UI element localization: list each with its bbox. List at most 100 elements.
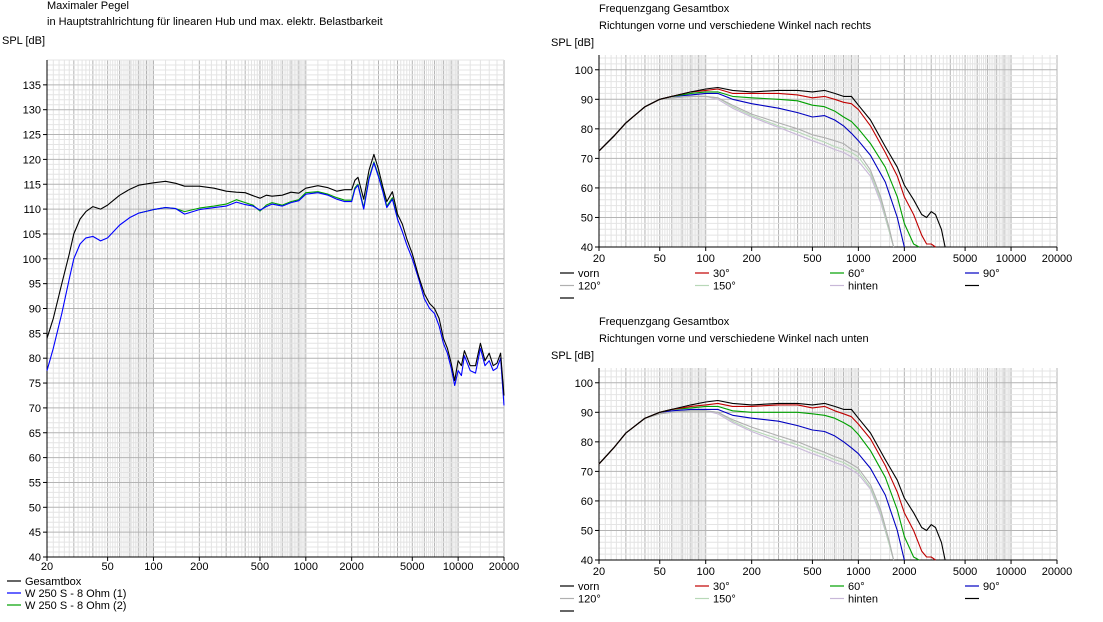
y-tick-label: 50	[581, 212, 593, 224]
y-tick-label: 70	[581, 153, 593, 165]
legend-label: W 250 S - 8 Ohm (2)	[25, 600, 126, 612]
x-tick-label: 2000	[892, 253, 916, 265]
y-tick-label: 95	[29, 279, 41, 291]
y-tick-label: 70	[29, 403, 41, 415]
legend-label: 150°	[713, 594, 736, 606]
legend-label: Gesamtbox	[25, 576, 82, 588]
x-tick-label: 100	[697, 253, 715, 265]
chart-1: Maximaler Pegel in Hauptstrahlrichtung fü…	[2, 0, 519, 612]
x-tick-label: 20	[593, 253, 605, 265]
y-tick-label: 80	[581, 124, 593, 136]
y-tick-label: 110	[23, 204, 41, 216]
y-tick-label: 60	[581, 183, 593, 195]
y-tick-label: 75	[29, 378, 41, 390]
legend-label: 30°	[713, 268, 730, 280]
x-tick-label: 500	[803, 566, 821, 578]
y-tick-label: 100	[575, 378, 593, 390]
y-axis-label: SPL [dB]	[551, 350, 594, 362]
x-tick-label: 500	[803, 253, 821, 265]
y-tick-label: 50	[29, 502, 41, 514]
chart-2: Frequenzgang Gesamtbox Richtungen vorne u…	[551, 3, 1073, 299]
x-tick-label: 5000	[400, 561, 424, 573]
x-tick-label: 2000	[892, 566, 916, 578]
y-tick-label: 40	[29, 552, 41, 564]
chart-subtitle: in Hauptstrahlrichtung für linearen Hub …	[47, 16, 383, 28]
y-tick-label: 100	[575, 65, 593, 77]
legend: vorn 30° 60° 90° 120° 150° hinten	[560, 268, 1000, 299]
chart-title: Frequenzgang Gesamtbox	[599, 316, 730, 328]
x-tick-label: 200	[742, 253, 760, 265]
x-tick-label: 20000	[489, 561, 520, 573]
legend-label: 60°	[848, 268, 865, 280]
x-tick-label: 200	[190, 561, 208, 573]
y-tick-label: 40	[581, 555, 593, 567]
x-tick-label: 20000	[1042, 253, 1073, 265]
chart-subtitle: Richtungen vorne und verschiedene Winkel…	[599, 20, 872, 32]
x-tick-label: 500	[251, 561, 269, 573]
y-axis-label: SPL [dB]	[2, 35, 45, 47]
x-tick-label: 50	[654, 253, 666, 265]
legend-label: hinten	[848, 281, 878, 293]
legend: vorn 30° 60° 90° 120° 150° hinten	[560, 581, 1000, 612]
y-tick-label: 45	[29, 527, 41, 539]
y-axis-label: SPL [dB]	[551, 37, 594, 49]
y-tick-label: 90	[581, 407, 593, 419]
y-tick-label: 60	[581, 496, 593, 508]
series-line-2	[46, 162, 505, 406]
x-tick-label: 10000	[443, 561, 474, 573]
y-tick-label: 115	[23, 179, 41, 191]
y-tick-label: 105	[23, 229, 41, 241]
x-tick-label: 20	[41, 561, 53, 573]
x-tick-label: 20000	[1042, 566, 1073, 578]
x-tick-label: 100	[697, 566, 715, 578]
x-tick-label: 2000	[339, 561, 363, 573]
y-tick-label: 55	[29, 477, 41, 489]
x-tick-label: 1000	[294, 561, 318, 573]
x-tick-label: 50	[101, 561, 113, 573]
y-tick-label: 65	[29, 428, 41, 440]
legend-label: hinten	[848, 594, 878, 606]
y-tick-label: 40	[581, 242, 593, 254]
y-tick-label: 100	[23, 254, 41, 266]
series-line-1	[598, 86, 946, 248]
y-tick-label: 125	[23, 130, 41, 142]
legend-label: 120°	[578, 594, 601, 606]
x-tick-label: 200	[742, 566, 760, 578]
chart-subtitle: Richtungen vorne und verschiedene Winkel…	[599, 333, 869, 345]
legend-label: vorn	[578, 581, 599, 593]
y-tick-label: 85	[29, 328, 41, 340]
x-tick-label: 100	[144, 561, 162, 573]
x-tick-label: 5000	[953, 253, 977, 265]
x-tick-label: 1000	[846, 566, 870, 578]
grid	[46, 59, 505, 558]
legend-label: 120°	[578, 281, 601, 293]
x-tick-label: 10000	[996, 253, 1027, 265]
legend-label: vorn	[578, 268, 599, 280]
y-tick-label: 90	[29, 304, 41, 316]
chart-3: Frequenzgang Gesamtbox Richtungen vorne u…	[551, 316, 1073, 612]
y-tick-label: 70	[581, 466, 593, 478]
y-tick-label: 80	[581, 437, 593, 449]
legend-label: 90°	[983, 268, 1000, 280]
chart-title: Maximaler Pegel	[47, 0, 129, 12]
series-line-5	[598, 410, 895, 561]
series-line-1	[46, 153, 505, 396]
y-tick-label: 90	[581, 94, 593, 106]
legend-label: 30°	[713, 581, 730, 593]
series-line-1	[598, 399, 946, 561]
x-tick-label: 20	[593, 566, 605, 578]
legend-label: 60°	[848, 581, 865, 593]
legend-label: 150°	[713, 281, 736, 293]
legend-label: 90°	[983, 581, 1000, 593]
chart-title: Frequenzgang Gesamtbox	[599, 3, 730, 15]
y-tick-label: 135	[23, 80, 41, 92]
x-tick-label: 50	[654, 566, 666, 578]
legend-label: W 250 S - 8 Ohm (1)	[25, 588, 126, 600]
y-tick-label: 80	[29, 353, 41, 365]
x-tick-label: 1000	[846, 253, 870, 265]
y-tick-label: 130	[23, 105, 41, 117]
x-tick-label: 10000	[996, 566, 1027, 578]
y-tick-label: 60	[29, 453, 41, 465]
y-tick-label: 120	[23, 154, 41, 166]
